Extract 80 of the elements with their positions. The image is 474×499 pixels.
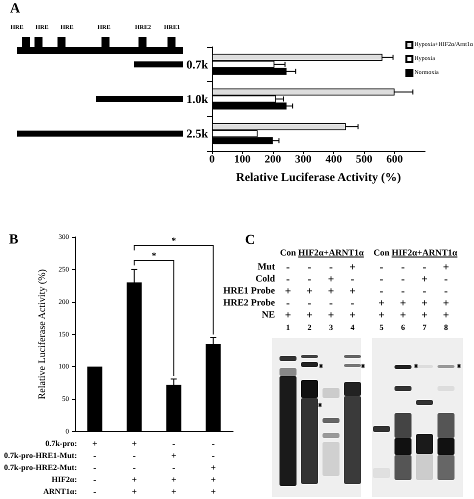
text: HIF2α:: [52, 475, 77, 484]
annotation: *: [152, 250, 157, 260]
text: +: [284, 286, 292, 298]
text: -: [401, 262, 405, 274]
y-tick-label: Cold: [255, 274, 275, 285]
text: -: [380, 274, 384, 286]
text: +: [400, 310, 406, 322]
text: +: [400, 298, 406, 310]
text: -: [380, 262, 384, 274]
text: +: [328, 286, 334, 298]
text: 0.7k-pro:: [45, 439, 77, 448]
y-tick-label: 1.0k: [186, 92, 208, 106]
text: +: [442, 262, 450, 274]
text: -: [286, 298, 290, 310]
y-tick-label: HRE2 Probe: [223, 298, 275, 309]
text: HIF2α+ARNT1α: [392, 248, 458, 258]
text: Con: [280, 248, 296, 258]
text: +: [306, 310, 313, 322]
y-axis-title: Relative Luciferase Activity (%): [37, 269, 48, 400]
x-tick-label: 7: [422, 323, 426, 332]
text: -: [286, 274, 290, 286]
x-tick-label: 2: [308, 323, 312, 332]
text: +: [421, 310, 428, 322]
text: +: [328, 274, 334, 286]
x-tick-label: - - + + +: [210, 438, 216, 496]
y-tick-label: Mut: [258, 262, 275, 273]
annotation: *: [172, 235, 176, 246]
chart-title: B: [9, 232, 18, 248]
text: A: [10, 2, 21, 16]
text: +: [442, 298, 450, 310]
x-tick-label: 400: [325, 154, 342, 166]
x-tick-label: - + - + +: [171, 438, 176, 496]
text: +: [442, 310, 450, 322]
text: ARNT1α:: [43, 487, 77, 496]
text: -: [380, 286, 384, 298]
text: -: [444, 286, 448, 298]
x-tick-label: + - - - -: [92, 438, 98, 496]
text: +: [378, 298, 385, 310]
x-tick-label: 5: [380, 323, 384, 332]
text: HIF2α+ARNT1α: [298, 248, 364, 258]
text: +: [284, 310, 292, 322]
text: -: [401, 274, 405, 286]
text: -: [422, 286, 426, 298]
text: +: [421, 298, 428, 310]
y-tick-label: 0.7k: [186, 57, 208, 72]
text: -: [444, 274, 448, 286]
text: -: [401, 286, 405, 298]
text: +: [306, 286, 313, 298]
x-tick-label: 6: [401, 323, 405, 332]
text: -: [308, 298, 312, 310]
x-tick-label: 1: [286, 323, 290, 332]
text: +: [378, 310, 385, 322]
x-tick-label: 300: [295, 154, 312, 166]
y-tick-label: HRE1 Probe: [223, 286, 275, 297]
text: +: [328, 310, 334, 322]
text: +: [349, 286, 356, 298]
text: -: [308, 262, 312, 274]
text: -: [350, 274, 354, 286]
text: -: [329, 262, 333, 274]
text: -: [422, 262, 426, 274]
x-tick-label: + - - + +: [132, 438, 137, 496]
x-tick-label: 500: [356, 154, 373, 166]
text: 0.7k-pro-HRE2-Mut:: [4, 463, 77, 472]
text: -: [350, 298, 354, 310]
text: +: [349, 262, 356, 274]
text: -: [286, 262, 290, 274]
text: 0.7k-pro-HRE1-Mut:: [4, 451, 77, 460]
chart-title: C: [244, 233, 256, 248]
y-tick-label: 2.5k: [186, 126, 208, 141]
x-axis-title: Relative Luciferase Activity (%): [236, 170, 401, 184]
text: -: [308, 274, 312, 286]
text: -: [329, 298, 333, 310]
x-tick-label: 3: [329, 323, 333, 332]
text: +: [349, 310, 356, 322]
y-tick-label: NE: [262, 310, 275, 321]
x-tick-label: 8: [444, 323, 448, 332]
x-tick-label: 600: [386, 154, 404, 166]
text: +: [421, 274, 428, 286]
x-tick-label: 4: [350, 323, 354, 332]
text: Con: [373, 248, 390, 258]
